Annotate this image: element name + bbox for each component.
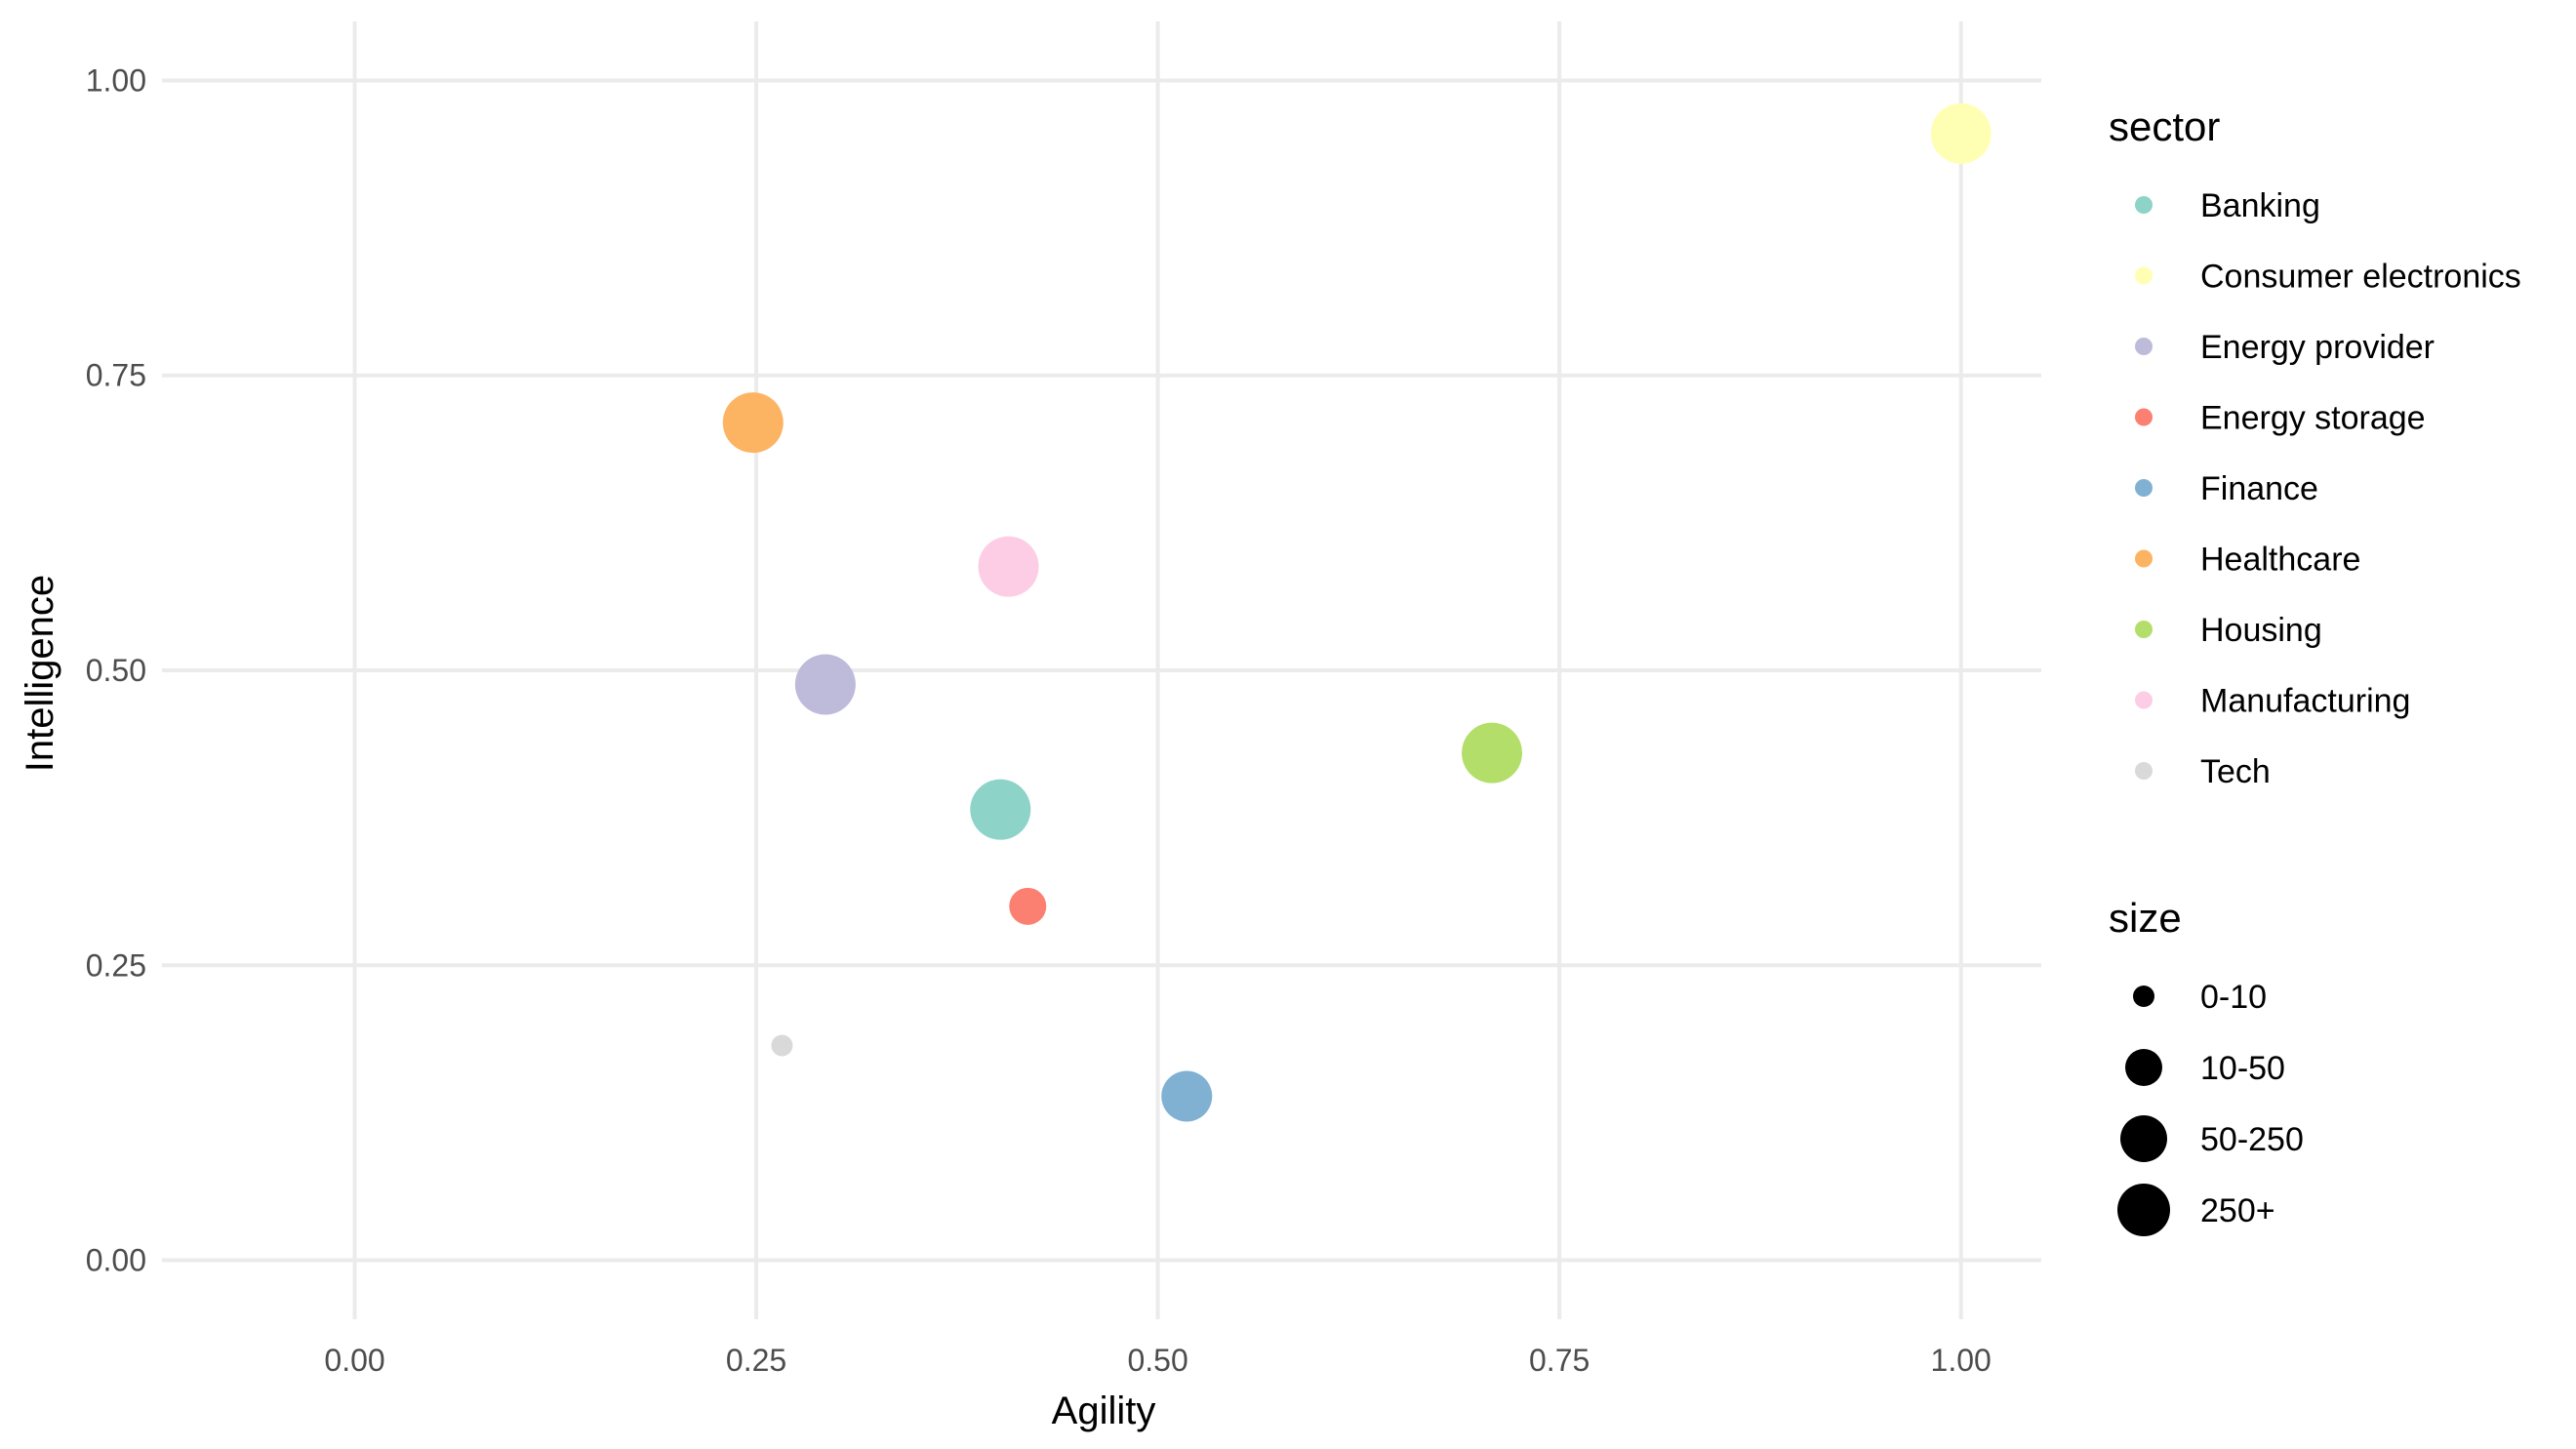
legend-label-finance: Finance xyxy=(2200,470,2318,507)
size-key-10-50 xyxy=(2125,1049,2162,1086)
x-tick-label: 0.50 xyxy=(1127,1343,1187,1378)
legend-label-consumer-electronics: Consumer electronics xyxy=(2200,259,2521,296)
point-energy-storage xyxy=(1009,887,1047,925)
y-tick-label: 0.50 xyxy=(86,653,146,688)
legend-key-energy-provider xyxy=(2135,338,2153,355)
legend-key-tech xyxy=(2135,762,2153,780)
y-axis-tick-labels: 0.00 0.25 0.50 0.75 1.00 xyxy=(86,62,146,1277)
legend-label-banking: Banking xyxy=(2200,187,2320,224)
sector-legend-title: sector xyxy=(2109,103,2220,149)
legend-key-finance xyxy=(2135,479,2153,497)
size-legend-title: size xyxy=(2109,895,2182,941)
y-tick-label: 0.75 xyxy=(86,358,146,393)
y-tick-label: 1.00 xyxy=(86,62,146,98)
x-tick-label: 0.75 xyxy=(1529,1343,1590,1378)
legend-label-healthcare: Healthcare xyxy=(2200,542,2360,579)
sector-legend: sector Banking Consumer electronics Energy… xyxy=(2109,103,2521,790)
point-finance xyxy=(1161,1070,1213,1122)
size-legend: size 0-10 10-50 50-250 250+ xyxy=(2109,895,2304,1236)
x-axis-tick-labels: 0.00 0.25 0.50 0.75 1.00 xyxy=(324,1343,1991,1378)
legend-key-banking xyxy=(2135,196,2153,214)
point-consumer-electronics xyxy=(1930,102,1992,164)
point-banking xyxy=(970,779,1031,840)
legend-key-housing xyxy=(2135,621,2153,638)
x-tick-label: 0.00 xyxy=(324,1343,384,1378)
size-label-250: 250+ xyxy=(2200,1192,2275,1229)
size-key-250 xyxy=(2117,1184,2170,1236)
point-housing xyxy=(1462,722,1523,784)
grid-lines xyxy=(162,21,2041,1319)
y-axis-title: Intelligence xyxy=(19,575,61,772)
size-key-0-10 xyxy=(2133,986,2154,1007)
x-tick-label: 0.25 xyxy=(726,1343,786,1378)
point-healthcare xyxy=(722,392,784,454)
legend-key-consumer-electronics xyxy=(2135,266,2153,285)
legend-label-manufacturing: Manufacturing xyxy=(2200,683,2410,720)
legend-key-healthcare xyxy=(2135,549,2153,568)
data-points xyxy=(722,102,1992,1122)
point-energy-provider xyxy=(794,654,856,715)
size-label-0-10: 0-10 xyxy=(2200,979,2267,1016)
legend-key-manufacturing xyxy=(2135,691,2153,709)
legend-key-energy-storage xyxy=(2135,408,2153,426)
x-tick-label: 1.00 xyxy=(1931,1343,1992,1378)
size-label-10-50: 10-50 xyxy=(2200,1050,2285,1087)
legend-label-energy-provider: Energy provider xyxy=(2200,329,2435,366)
legend-label-tech: Tech xyxy=(2200,753,2271,790)
size-key-50-250 xyxy=(2120,1115,2167,1162)
size-label-50-250: 50-250 xyxy=(2200,1121,2304,1158)
y-tick-label: 0.25 xyxy=(86,947,146,983)
legend-label-housing: Housing xyxy=(2200,612,2322,649)
y-tick-label: 0.00 xyxy=(86,1243,146,1278)
x-axis-title: Agility xyxy=(1052,1389,1156,1432)
point-manufacturing xyxy=(978,536,1039,597)
legend-label-energy-storage: Energy storage xyxy=(2200,400,2426,437)
point-tech xyxy=(771,1034,793,1057)
